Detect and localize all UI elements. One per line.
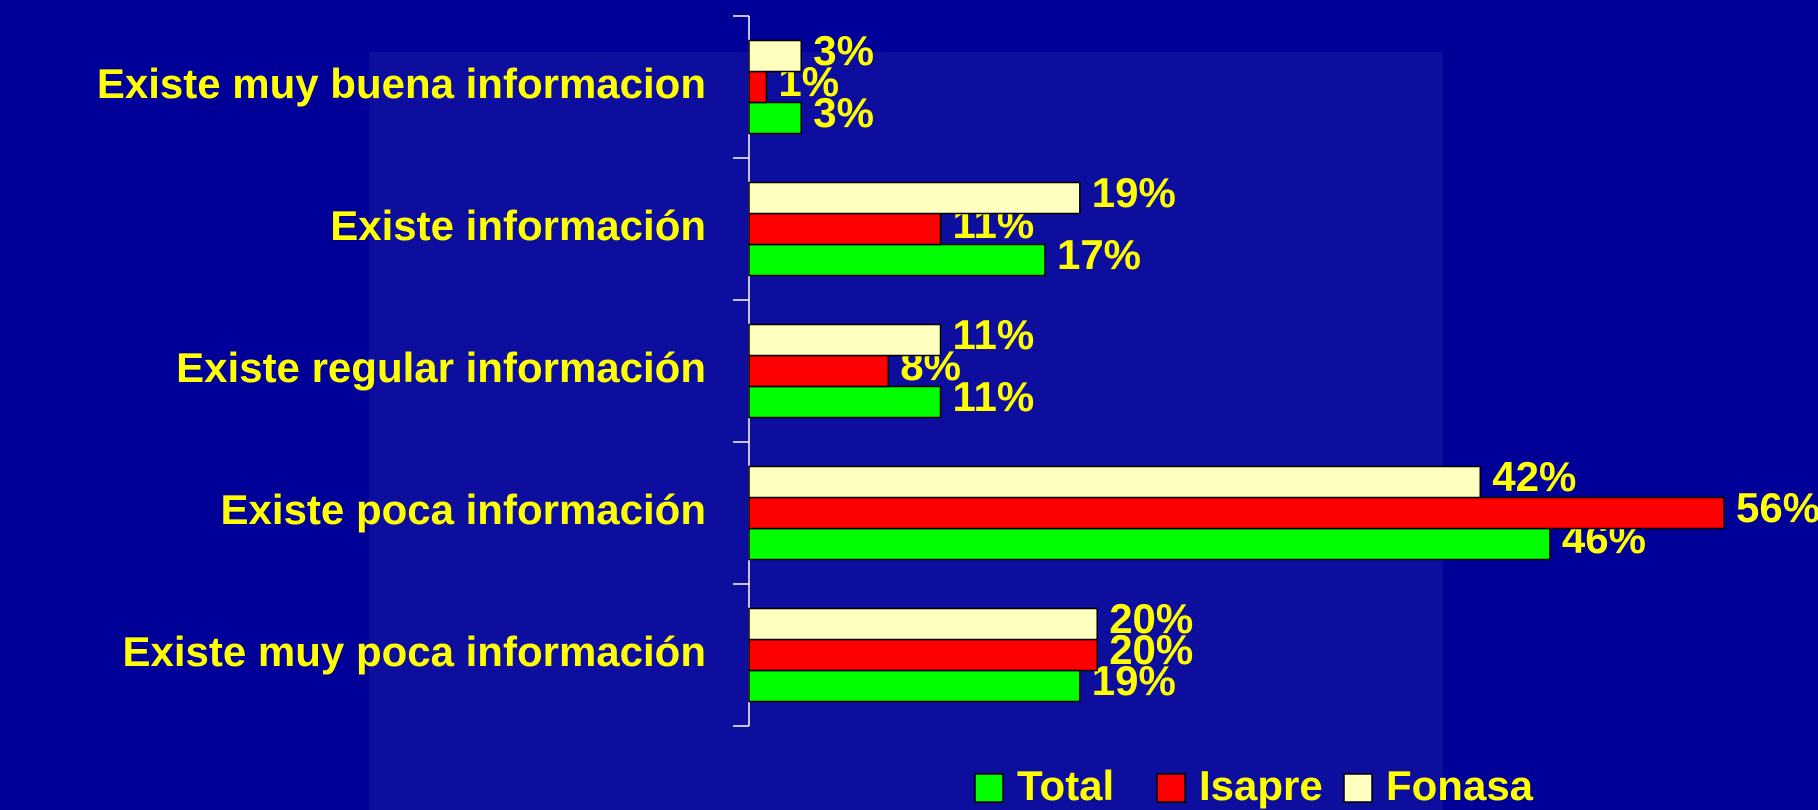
legend-swatch (1343, 773, 1373, 803)
bar (748, 607, 1098, 641)
value-label: 56% (1736, 484, 1818, 531)
bar (748, 496, 1725, 530)
bar (748, 212, 942, 246)
value-label: 3% (813, 89, 874, 136)
legend-label: Fonasa (1386, 762, 1534, 809)
bar (748, 323, 942, 357)
bar (748, 465, 1481, 499)
category-label: Existe muy poca información (123, 628, 707, 675)
category-label: Existe regular información (176, 344, 706, 391)
value-label: 3% (813, 27, 874, 74)
value-label: 20% (1109, 626, 1193, 673)
category-label: Existe información (330, 202, 706, 249)
legend-swatch (1156, 773, 1186, 803)
legend-label: Isapre (1199, 762, 1323, 809)
bar (748, 669, 1081, 703)
value-label: 20% (1109, 595, 1193, 642)
legend-label: Total (1017, 762, 1114, 809)
value-label: 42% (1492, 453, 1576, 500)
value-label: 17% (1057, 231, 1141, 278)
bar (748, 354, 890, 388)
bar (748, 101, 802, 135)
category-label: Existe muy buena informacion (97, 60, 706, 107)
value-label: 19% (1092, 169, 1176, 216)
legend-swatch (974, 773, 1004, 803)
value-label: 11% (953, 373, 1035, 420)
bar (748, 527, 1551, 561)
bar (748, 243, 1046, 277)
bar (748, 181, 1081, 215)
bar (748, 39, 802, 73)
bar (748, 70, 768, 104)
value-label: 19% (1092, 657, 1176, 704)
category-label: Existe poca información (221, 486, 706, 533)
bar (748, 385, 942, 419)
value-label: 11% (953, 311, 1035, 358)
bar (748, 638, 1098, 672)
